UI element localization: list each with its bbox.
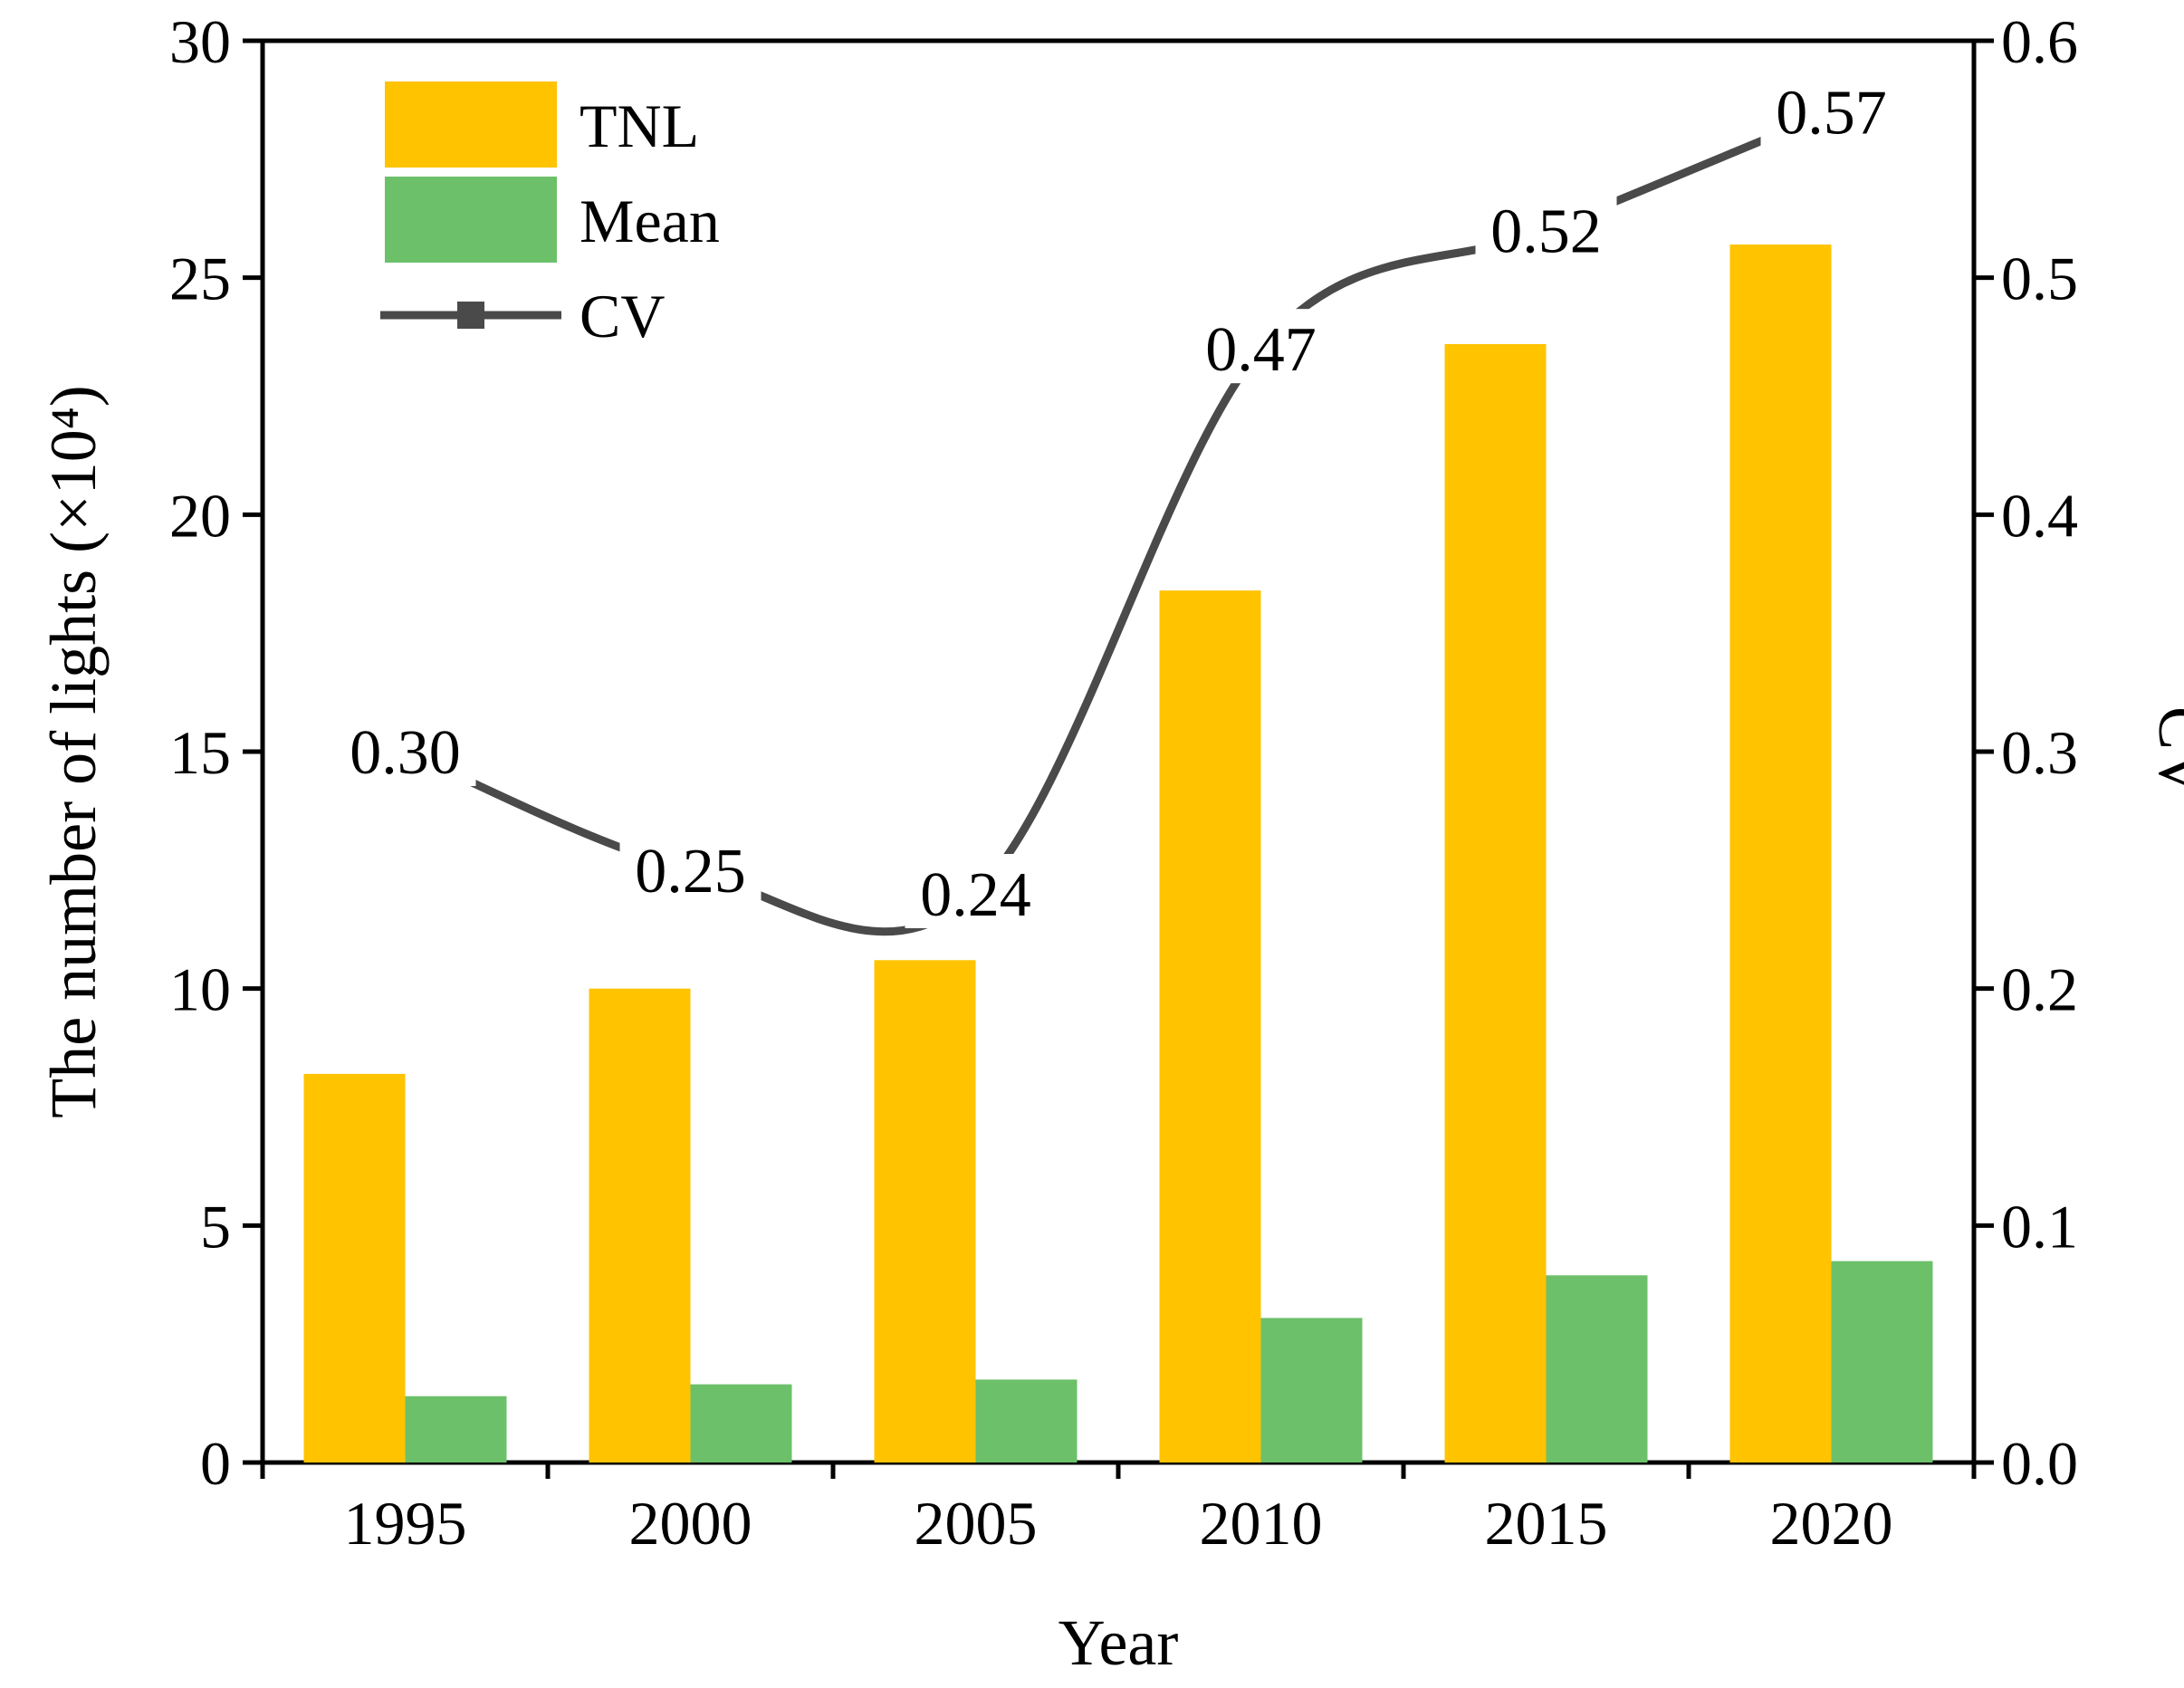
cv-data-label-2010: 0.47	[1205, 315, 1317, 385]
bar-mean-2005	[975, 1379, 1078, 1463]
legend-marker-cv	[457, 302, 484, 329]
cv-data-label-2000: 0.25	[635, 837, 746, 906]
y-tick-label-15: 15	[169, 718, 231, 787]
x-axis-title: Year	[1058, 1606, 1179, 1679]
cv-label-bg-2010	[1190, 309, 1332, 384]
cv-data-label-2015: 0.52	[1490, 197, 1602, 266]
x-tick-label-2010: 2010	[1200, 1489, 1323, 1558]
x-tick-label-2005: 2005	[915, 1489, 1038, 1558]
legend: TNL Mean CV	[380, 82, 720, 350]
y-right-tick-label-0.4: 0.4	[2001, 481, 2078, 550]
bar-tnl-2010	[1159, 590, 1261, 1463]
bar-tnl-2020	[1729, 245, 1832, 1463]
x-tick-label-1995: 1995	[344, 1489, 467, 1558]
bar-tnl-2015	[1444, 343, 1547, 1463]
ticks-layer: 0 5 10 15 20 25 30 0.0 0.1 0.2 0.3 0.4 0.5 0.6 1995 200…	[169, 7, 2078, 1558]
y-axis-title: The number of lights (×10⁴)	[37, 385, 110, 1118]
y-axis-right-title: CV	[2145, 706, 2184, 797]
bar-mean-2000	[690, 1384, 792, 1463]
cv-data-label-2005: 0.24	[920, 860, 1031, 930]
legend-swatch-mean	[385, 177, 557, 263]
cv-data-label-2020: 0.57	[1776, 79, 1887, 149]
y-tick-label-5: 5	[200, 1192, 231, 1261]
y-tick-label-20: 20	[169, 481, 231, 550]
y-tick-label-25: 25	[169, 245, 231, 313]
y-right-tick-label-0.0: 0.0	[2001, 1429, 2078, 1498]
bar-tnl-1995	[303, 1073, 406, 1463]
cv-label-bg-2000	[619, 830, 762, 905]
x-tick-label-2000: 2000	[629, 1489, 752, 1558]
legend-swatch-tnl	[385, 82, 557, 168]
cv-data-label-1995: 0.30	[350, 718, 461, 788]
bar-tnl-2000	[589, 988, 691, 1463]
bar-mean-2015	[1546, 1275, 1648, 1463]
y-tick-label-30: 30	[169, 7, 231, 76]
y-right-tick-label-0.1: 0.1	[2001, 1192, 2078, 1261]
y-tick-label-0: 0	[200, 1429, 231, 1498]
cv-label-bg-1995	[334, 712, 476, 786]
y-right-tick-label-0.2: 0.2	[2001, 955, 2078, 1024]
y-right-tick-label-0.5: 0.5	[2001, 245, 2078, 313]
legend-label-tnl: TNL	[580, 91, 699, 160]
bar-mean-2020	[1831, 1261, 1933, 1463]
legend-label-cv: CV	[580, 282, 665, 350]
y-right-tick-label-0.3: 0.3	[2001, 718, 2078, 787]
y-tick-label-10: 10	[169, 955, 231, 1024]
cv-line-layer: 0.30 0.25 0.24 0.47 0.52 0.57	[334, 72, 1902, 936]
bar-tnl-2005	[874, 960, 976, 1463]
x-tick-label-2015: 2015	[1485, 1489, 1608, 1558]
cv-label-bg-2020	[1760, 72, 1902, 147]
bar-mean-2010	[1260, 1318, 1363, 1463]
cv-label-bg-2015	[1475, 190, 1617, 265]
y-right-tick-label-0.6: 0.6	[2001, 7, 2078, 76]
x-tick-label-2020: 2020	[1770, 1489, 1893, 1558]
cv-label-bg-2005	[905, 854, 1047, 928]
bar-mean-1995	[405, 1395, 507, 1463]
legend-label-mean: Mean	[580, 187, 720, 255]
bars-layer	[303, 245, 1933, 1463]
